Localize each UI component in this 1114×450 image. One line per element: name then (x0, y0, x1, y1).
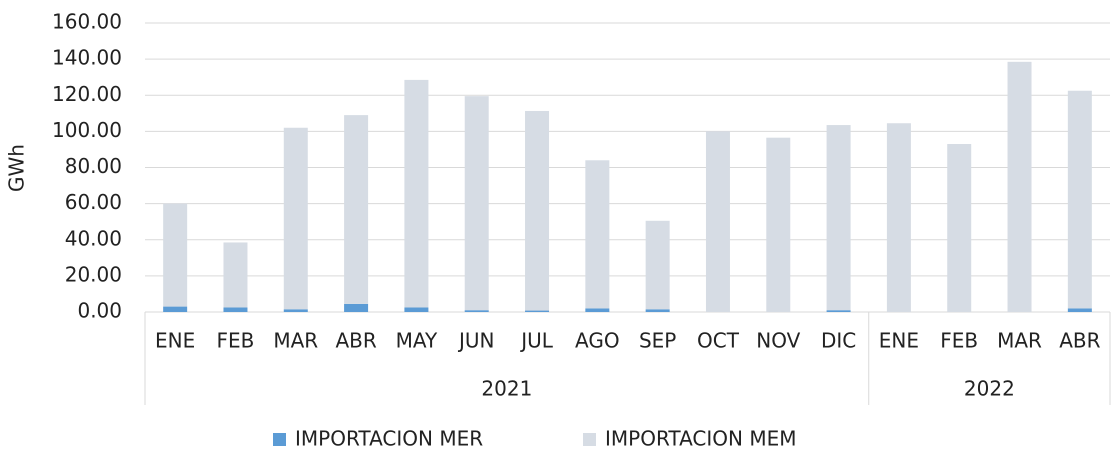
bar-segment (283, 127, 308, 310)
bar-segment (1067, 308, 1092, 312)
y-tick-label: 160.00 (52, 10, 122, 34)
bar-segment (525, 310, 550, 312)
bar-segment (283, 309, 308, 312)
x-tick-label: OCT (697, 329, 740, 353)
x-tick-label: MAY (396, 329, 438, 353)
x-tick-label: MAR (997, 329, 1042, 353)
bar-segment (404, 79, 429, 308)
legend-swatch (583, 433, 596, 446)
bar-segment (163, 306, 188, 312)
bar-segment (344, 115, 369, 304)
x-tick-label: FEB (217, 329, 255, 353)
x-tick-label: ENE (155, 329, 195, 353)
group-label: 2021 (481, 377, 532, 401)
x-tick-label: DIC (821, 329, 856, 353)
bar-segment (947, 144, 972, 312)
x-tick-label: ABR (1059, 329, 1100, 353)
bar-segment (766, 137, 791, 312)
bar-segment (826, 310, 851, 312)
y-tick-label: 60.00 (65, 190, 122, 214)
x-tick-label: SEP (639, 329, 676, 353)
x-tick-label: AGO (575, 329, 620, 353)
bar-segment (1007, 61, 1032, 312)
x-tick-label: JUN (457, 329, 495, 353)
bar-segment (464, 310, 489, 312)
bar-segment (585, 308, 610, 312)
bar-segment (826, 125, 851, 311)
legend-label: IMPORTACION MEM (605, 427, 796, 450)
legend-label: IMPORTACION MER (295, 427, 483, 450)
y-tick-label: 100.00 (52, 118, 122, 142)
y-tick-label: 20.00 (65, 262, 122, 286)
y-axis-label: GWh (5, 144, 29, 192)
bar-segment (525, 110, 550, 311)
bar-segment (585, 160, 610, 309)
x-tick-label: ENE (879, 329, 919, 353)
bar-segment (223, 242, 248, 308)
x-tick-label: ABR (335, 329, 376, 353)
x-tick-label: NOV (756, 329, 800, 353)
bar-segment (645, 309, 670, 312)
x-tick-label: JUL (519, 329, 554, 353)
x-tick-label: FEB (940, 329, 978, 353)
group-label: 2022 (964, 377, 1015, 401)
bar-segment (223, 307, 248, 312)
x-tick-label: MAR (273, 329, 318, 353)
bar-segment (344, 303, 369, 312)
y-tick-label: 80.00 (65, 154, 122, 178)
legend-swatch (273, 433, 286, 446)
bar-segment (705, 131, 730, 312)
bar-segment (163, 203, 188, 307)
y-tick-label: 0.00 (77, 299, 122, 323)
bar-segment (464, 96, 489, 311)
bar-segment (404, 307, 429, 312)
bar-segment (886, 123, 911, 312)
y-tick-label: 120.00 (52, 82, 122, 106)
y-tick-label: 40.00 (65, 226, 122, 250)
y-tick-label: 140.00 (52, 46, 122, 70)
bar-segment (645, 220, 670, 310)
bar-segment (1067, 90, 1092, 309)
